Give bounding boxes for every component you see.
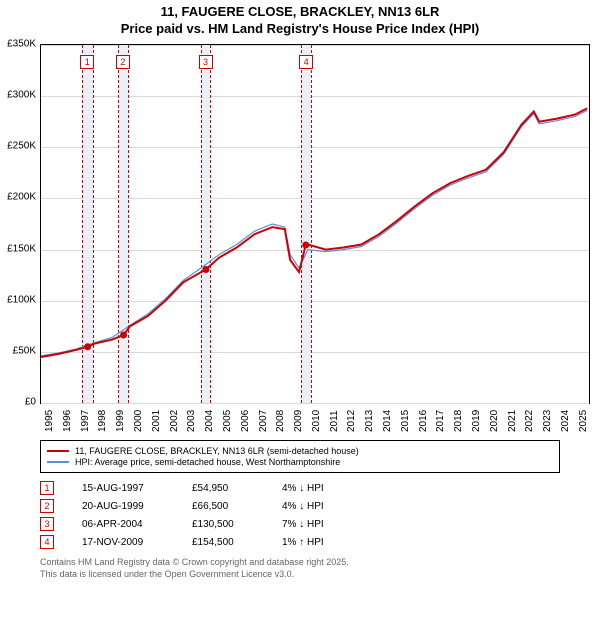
x-tick-label: 2006 <box>240 410 251 432</box>
sale-price: £154,500 <box>192 537 282 548</box>
chart-area: £0£50K£100K£150K£200K£250K£300K£350K 123… <box>40 44 590 434</box>
x-tick-label: 2013 <box>364 410 375 432</box>
y-tick-label: £100K <box>7 294 36 305</box>
x-tick-label: 2024 <box>560 410 571 432</box>
sale-number-box: 3 <box>40 517 54 531</box>
sale-date: 15-AUG-1997 <box>82 483 192 494</box>
sale-point <box>120 331 127 338</box>
footer-line2: This data is licensed under the Open Gov… <box>40 569 560 581</box>
series-hpi <box>41 111 587 356</box>
y-axis: £0£50K£100K£150K£200K£250K£300K£350K <box>0 44 38 404</box>
x-tick-label: 1998 <box>97 410 108 432</box>
sale-row: 1 15-AUG-1997£54,9504% ↓ HPI <box>40 481 560 495</box>
y-tick-label: £200K <box>7 192 36 203</box>
sale-price: £54,950 <box>192 483 282 494</box>
sale-point <box>302 241 309 248</box>
sale-number-box: 2 <box>40 499 54 513</box>
x-tick-label: 2016 <box>418 410 429 432</box>
title-address: 11, FAUGERE CLOSE, BRACKLEY, NN13 6LR <box>0 4 600 19</box>
sale-point <box>202 266 209 273</box>
y-tick-label: £250K <box>7 141 36 152</box>
legend-label: HPI: Average price, semi-detached house,… <box>75 457 340 467</box>
legend: 11, FAUGERE CLOSE, BRACKLEY, NN13 6LR (s… <box>40 440 560 473</box>
sale-price: £66,500 <box>192 501 282 512</box>
x-tick-label: 2014 <box>382 410 393 432</box>
x-tick-label: 2009 <box>293 410 304 432</box>
chart-container: 11, FAUGERE CLOSE, BRACKLEY, NN13 6LR Pr… <box>0 0 600 620</box>
sale-date: 20-AUG-1999 <box>82 501 192 512</box>
x-tick-label: 1997 <box>80 410 91 432</box>
sale-delta: 1% ↑ HPI <box>282 537 362 548</box>
x-tick-label: 2023 <box>542 410 553 432</box>
x-tick-label: 1995 <box>44 410 55 432</box>
y-tick-label: £300K <box>7 90 36 101</box>
sale-price: £130,500 <box>192 519 282 530</box>
x-tick-label: 2017 <box>435 410 446 432</box>
x-tick-label: 2015 <box>400 410 411 432</box>
series-property <box>41 108 587 357</box>
legend-item: 11, FAUGERE CLOSE, BRACKLEY, NN13 6LR (s… <box>47 446 553 456</box>
plot-area: 1234 <box>40 44 590 404</box>
sale-point <box>84 343 91 350</box>
sale-row: 2 20-AUG-1999£66,5004% ↓ HPI <box>40 499 560 513</box>
sale-number-box: 4 <box>40 535 54 549</box>
y-tick-label: £350K <box>7 39 36 50</box>
sale-delta: 7% ↓ HPI <box>282 519 362 530</box>
x-tick-label: 2012 <box>346 410 357 432</box>
x-tick-label: 2019 <box>471 410 482 432</box>
x-tick-label: 2004 <box>204 410 215 432</box>
legend-item: HPI: Average price, semi-detached house,… <box>47 457 553 467</box>
sales-table: 115-AUG-1997£54,9504% ↓ HPI220-AUG-1999£… <box>40 481 560 549</box>
x-tick-label: 2007 <box>258 410 269 432</box>
x-tick-label: 2008 <box>275 410 286 432</box>
y-tick-label: £0 <box>25 397 36 408</box>
legend-swatch <box>47 461 69 462</box>
x-tick-label: 2011 <box>329 410 340 432</box>
attribution-footer: Contains HM Land Registry data © Crown c… <box>40 557 560 580</box>
x-tick-label: 2020 <box>489 410 500 432</box>
x-tick-label: 2022 <box>524 410 535 432</box>
x-tick-label: 1996 <box>62 410 73 432</box>
series-svg <box>41 45 589 403</box>
footer-line1: Contains HM Land Registry data © Crown c… <box>40 557 560 569</box>
x-tick-label: 2010 <box>311 410 322 432</box>
x-tick-label: 1999 <box>115 410 126 432</box>
sale-date: 06-APR-2004 <box>82 519 192 530</box>
x-tick-label: 2018 <box>453 410 464 432</box>
x-tick-label: 2003 <box>186 410 197 432</box>
legend-label: 11, FAUGERE CLOSE, BRACKLEY, NN13 6LR (s… <box>75 446 359 456</box>
x-tick-label: 2000 <box>133 410 144 432</box>
legend-swatch <box>47 450 69 452</box>
x-tick-label: 2025 <box>578 410 589 432</box>
x-tick-label: 2002 <box>169 410 180 432</box>
x-tick-label: 2001 <box>151 410 162 432</box>
y-tick-label: £50K <box>13 345 36 356</box>
title-subtitle: Price paid vs. HM Land Registry's House … <box>0 21 600 36</box>
x-tick-label: 2021 <box>507 410 518 432</box>
sale-row: 3 06-APR-2004£130,5007% ↓ HPI <box>40 517 560 531</box>
sale-date: 17-NOV-2009 <box>82 537 192 548</box>
y-tick-label: £150K <box>7 243 36 254</box>
x-tick-label: 2005 <box>222 410 233 432</box>
title-block: 11, FAUGERE CLOSE, BRACKLEY, NN13 6LR Pr… <box>0 0 600 36</box>
x-axis: 1995 1996 1997 1998 1999 2000 2001 2002 2003 2004… <box>40 404 590 434</box>
sale-number-box: 1 <box>40 481 54 495</box>
sale-row: 4 17-NOV-2009£154,5001% ↑ HPI <box>40 535 560 549</box>
sale-delta: 4% ↓ HPI <box>282 483 362 494</box>
sale-delta: 4% ↓ HPI <box>282 501 362 512</box>
